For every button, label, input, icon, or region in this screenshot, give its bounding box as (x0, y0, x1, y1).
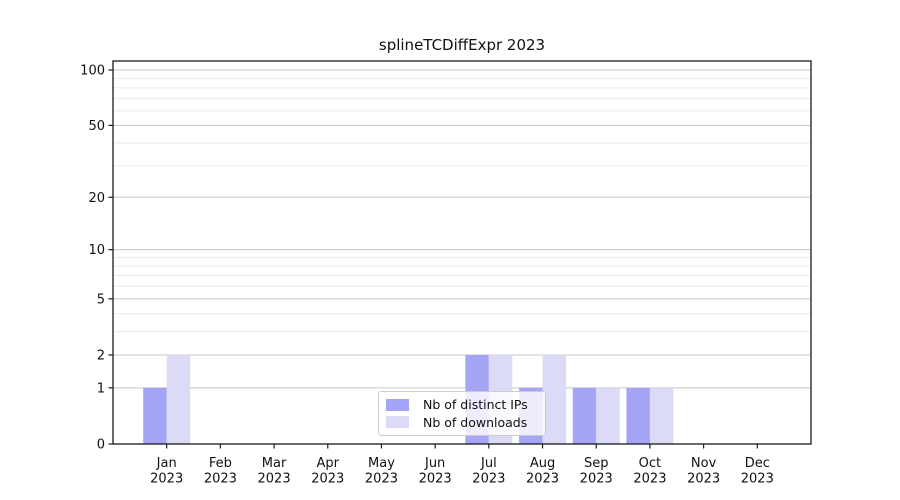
y-tick-label: 0 (97, 438, 105, 453)
legend: Nb of distinct IPs Nb of downloads (378, 391, 546, 436)
x-tick-label-year: 2023 (687, 472, 720, 487)
y-tick-label: 100 (80, 64, 105, 79)
x-tick-label-month: Jul (480, 456, 497, 471)
x-tick-label-month: Apr (317, 456, 340, 471)
x-tick-label-month: Nov (691, 456, 717, 471)
x-tick-label-month: Aug (530, 456, 555, 471)
y-tick-label: 1 (97, 381, 105, 396)
x-tick-label-month: Jan (156, 456, 177, 471)
y-tick-label: 50 (88, 119, 105, 134)
x-tick-label-year: 2023 (204, 472, 237, 487)
bar-oct-series1 (649, 387, 674, 444)
legend-label: Nb of distinct IPs (423, 397, 528, 413)
legend-swatch-icon (386, 416, 409, 429)
legend-swatch-icon (386, 398, 409, 411)
x-tick-label-year: 2023 (311, 472, 344, 487)
legend-entry: Nb of distinct IPs (386, 397, 538, 413)
bar-jan-series1 (166, 354, 191, 444)
bar-sep-series1 (596, 387, 620, 444)
x-tick-label-year: 2023 (365, 472, 398, 487)
legend-entry: Nb of downloads (386, 414, 538, 430)
x-tick-label-year: 2023 (741, 472, 774, 487)
y-tick-label: 10 (88, 243, 105, 258)
x-tick-label-year: 2023 (580, 472, 613, 487)
chart-title: splineTCDiffExpr 2023 (378, 36, 546, 54)
x-tick-label-month: Jun (424, 456, 445, 471)
x-tick-label-month: Dec (745, 456, 770, 471)
bar-aug-series1 (542, 354, 567, 444)
x-tick-label-month: Mar (262, 456, 287, 471)
x-tick-label-year: 2023 (258, 472, 291, 487)
y-tick-label: 20 (88, 191, 105, 206)
x-tick-label-month: Sep (584, 456, 609, 471)
x-tick-label-year: 2023 (633, 472, 666, 487)
legend-label: Nb of downloads (423, 414, 528, 430)
x-tick-label-month: May (368, 456, 395, 471)
x-tick-label-year: 2023 (526, 472, 559, 487)
x-tick-label-year: 2023 (472, 472, 505, 487)
bar-jan-series0 (143, 387, 167, 444)
x-tick-label-month: Feb (209, 456, 232, 471)
x-tick-label-year: 2023 (419, 472, 452, 487)
x-tick-label-year: 2023 (150, 472, 183, 487)
x-tick-label-month: Oct (639, 456, 661, 471)
y-tick-label: 5 (97, 292, 105, 307)
bar-sep-series0 (572, 387, 597, 444)
y-tick-label: 2 (97, 348, 105, 363)
bar-oct-series0 (626, 387, 650, 444)
plot-spines (112, 60, 812, 445)
